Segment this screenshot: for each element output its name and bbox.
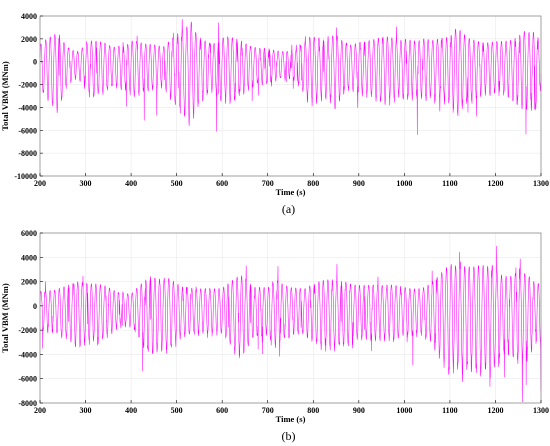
y-tick-label: 4000: [21, 12, 37, 21]
x-tick-label: 1200: [487, 179, 503, 188]
y-tick-label: -2000: [18, 81, 37, 90]
x-tick-label: 300: [80, 406, 92, 415]
y-tick-label: -2000: [18, 326, 37, 335]
x-tick-label: 600: [216, 179, 228, 188]
y-tick-label: -10000: [14, 172, 37, 181]
x-tick-label: 300: [80, 179, 92, 188]
x-tick-label: 1100: [442, 406, 458, 415]
vbm-series-line: [39, 19, 542, 135]
x-tick-label: 200: [34, 179, 46, 188]
y-tick-label: 6000: [21, 229, 37, 238]
panel-caption: (b): [282, 429, 296, 443]
y-axis-label: Total VBM (MNm): [0, 61, 10, 131]
x-tick-label: 1300: [533, 406, 549, 415]
x-tick-label: 200: [34, 406, 46, 415]
y-tick-label: 2000: [21, 35, 37, 44]
x-tick-label: 700: [262, 406, 274, 415]
y-tick-label: -6000: [18, 126, 37, 135]
x-tick-label: 900: [353, 179, 365, 188]
x-tick-label: 1000: [396, 406, 412, 415]
plot-frame: [39, 232, 542, 404]
x-tick-label: 500: [171, 179, 183, 188]
y-tick-label: -8000: [18, 399, 37, 408]
y-tick-label: 0: [33, 58, 37, 67]
chart-panel-2: -8000 -6000 -4000 -2000 0 2000 4000 6000 200 300 4…: [0, 229, 549, 443]
x-tick-label: 800: [307, 406, 319, 415]
panel-caption: (a): [282, 202, 295, 216]
x-tick-label: 600: [216, 406, 228, 415]
x-tick-label: 900: [353, 406, 365, 415]
x-axis-label: Time (s): [276, 414, 306, 424]
x-tick-label: 400: [125, 406, 137, 415]
plot-frame: [39, 15, 542, 177]
x-tick-label: 1200: [487, 406, 503, 415]
y-tick-label: 4000: [21, 253, 37, 262]
y-tick-label: 2000: [21, 278, 37, 287]
y-axis-label: Total VBM (MNm): [0, 283, 10, 353]
y-tick-label: 0: [33, 302, 37, 311]
x-tick-label: 1000: [396, 179, 412, 188]
y-tick-label: -4000: [18, 103, 37, 112]
x-tick-label: 1300: [533, 179, 549, 188]
y-tick-label: -8000: [18, 149, 37, 158]
y-tick-label: -4000: [18, 350, 37, 359]
x-tick-label: 1100: [442, 179, 458, 188]
x-tick-label: 400: [125, 179, 137, 188]
x-tick-label: 500: [171, 406, 183, 415]
x-tick-label: 700: [262, 179, 274, 188]
x-axis-label: Time (s): [276, 187, 306, 197]
y-tick-label: -6000: [18, 375, 37, 384]
x-tick-label: 800: [307, 179, 319, 188]
chart-panel-1: -10000 -8000 -6000 -4000 -2000 0 2000 4000 200 30…: [0, 12, 549, 216]
vbm-series-line: [39, 245, 542, 403]
